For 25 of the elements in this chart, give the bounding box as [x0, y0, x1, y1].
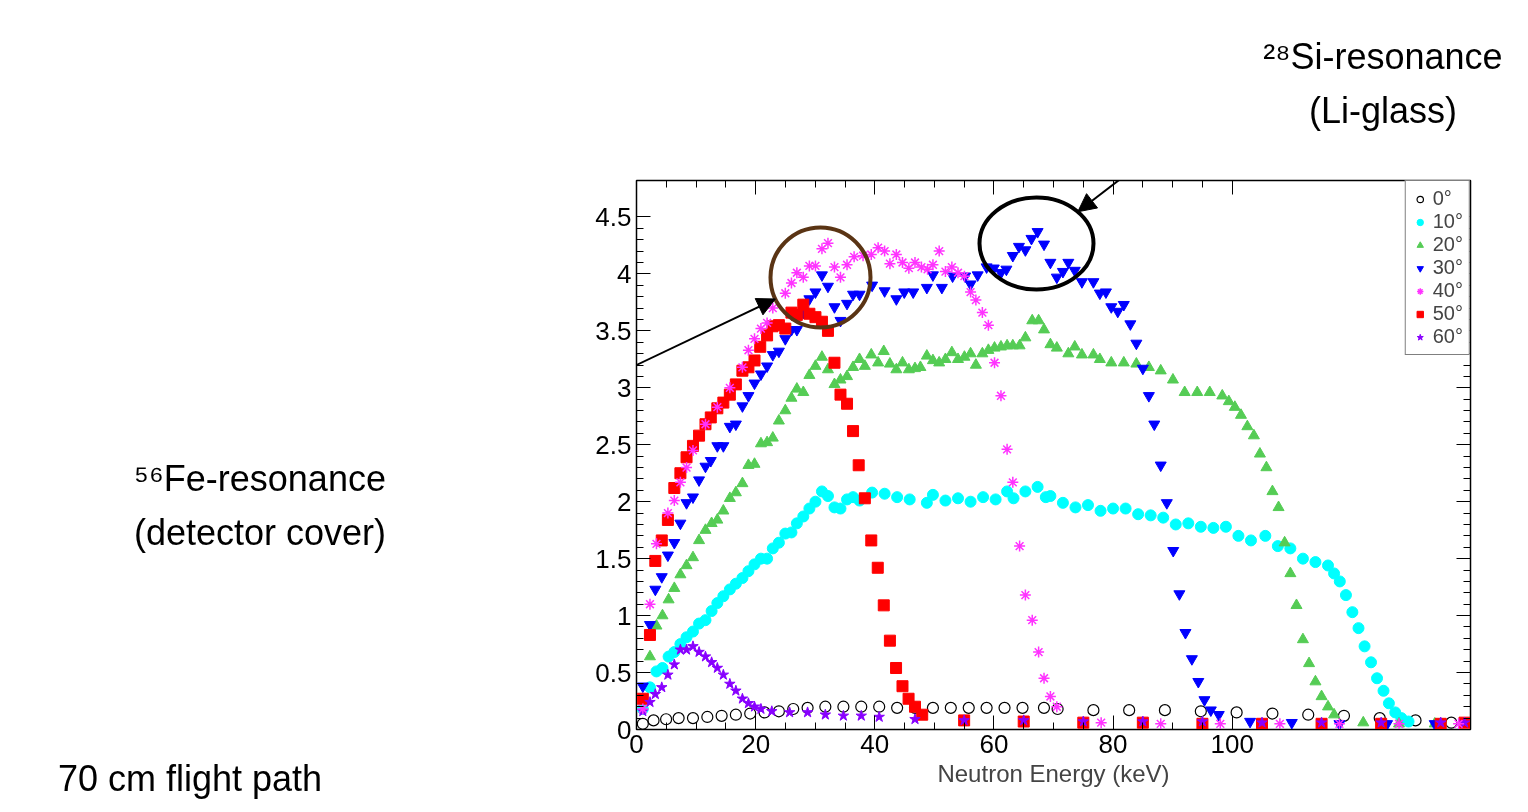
y-tick-label: 2.5	[595, 429, 632, 460]
text: 70 cm flight path	[57, 757, 323, 801]
y-tick-label: 2	[617, 486, 632, 517]
y-tick-label: 3	[617, 372, 632, 403]
text: ²⁸Si-resonance (Li-glass)	[1263, 35, 1503, 133]
x-axis-title: Neutron Energy (keV)	[937, 759, 1170, 787]
legend-label: 10°	[1432, 210, 1463, 233]
x-tick-label: 80	[1098, 728, 1128, 759]
legend-label: 40°	[1432, 279, 1463, 302]
legend-label: 60°	[1432, 325, 1463, 348]
text: ⁵⁶Fe-resonance (detector cover)	[133, 457, 387, 555]
x-tick-label: 20	[741, 728, 771, 759]
y-tick-label: 0.5	[595, 657, 632, 688]
legend-label: 0°	[1432, 187, 1453, 210]
legend-label: 30°	[1432, 256, 1463, 279]
legend-label: 20°	[1432, 233, 1463, 256]
x-tick-label: 60	[979, 728, 1009, 759]
y-tick-label: 4.5	[595, 201, 632, 232]
y-tick-label: 4	[617, 258, 632, 289]
x-tick-label: 100	[1210, 728, 1254, 759]
y-tick-label: 1.5	[595, 543, 632, 574]
y-tick-label: 1	[617, 600, 632, 631]
x-tick-label: 40	[860, 728, 890, 759]
y-tick-label: 3.5	[595, 315, 632, 346]
legend-label: 50°	[1432, 302, 1463, 325]
